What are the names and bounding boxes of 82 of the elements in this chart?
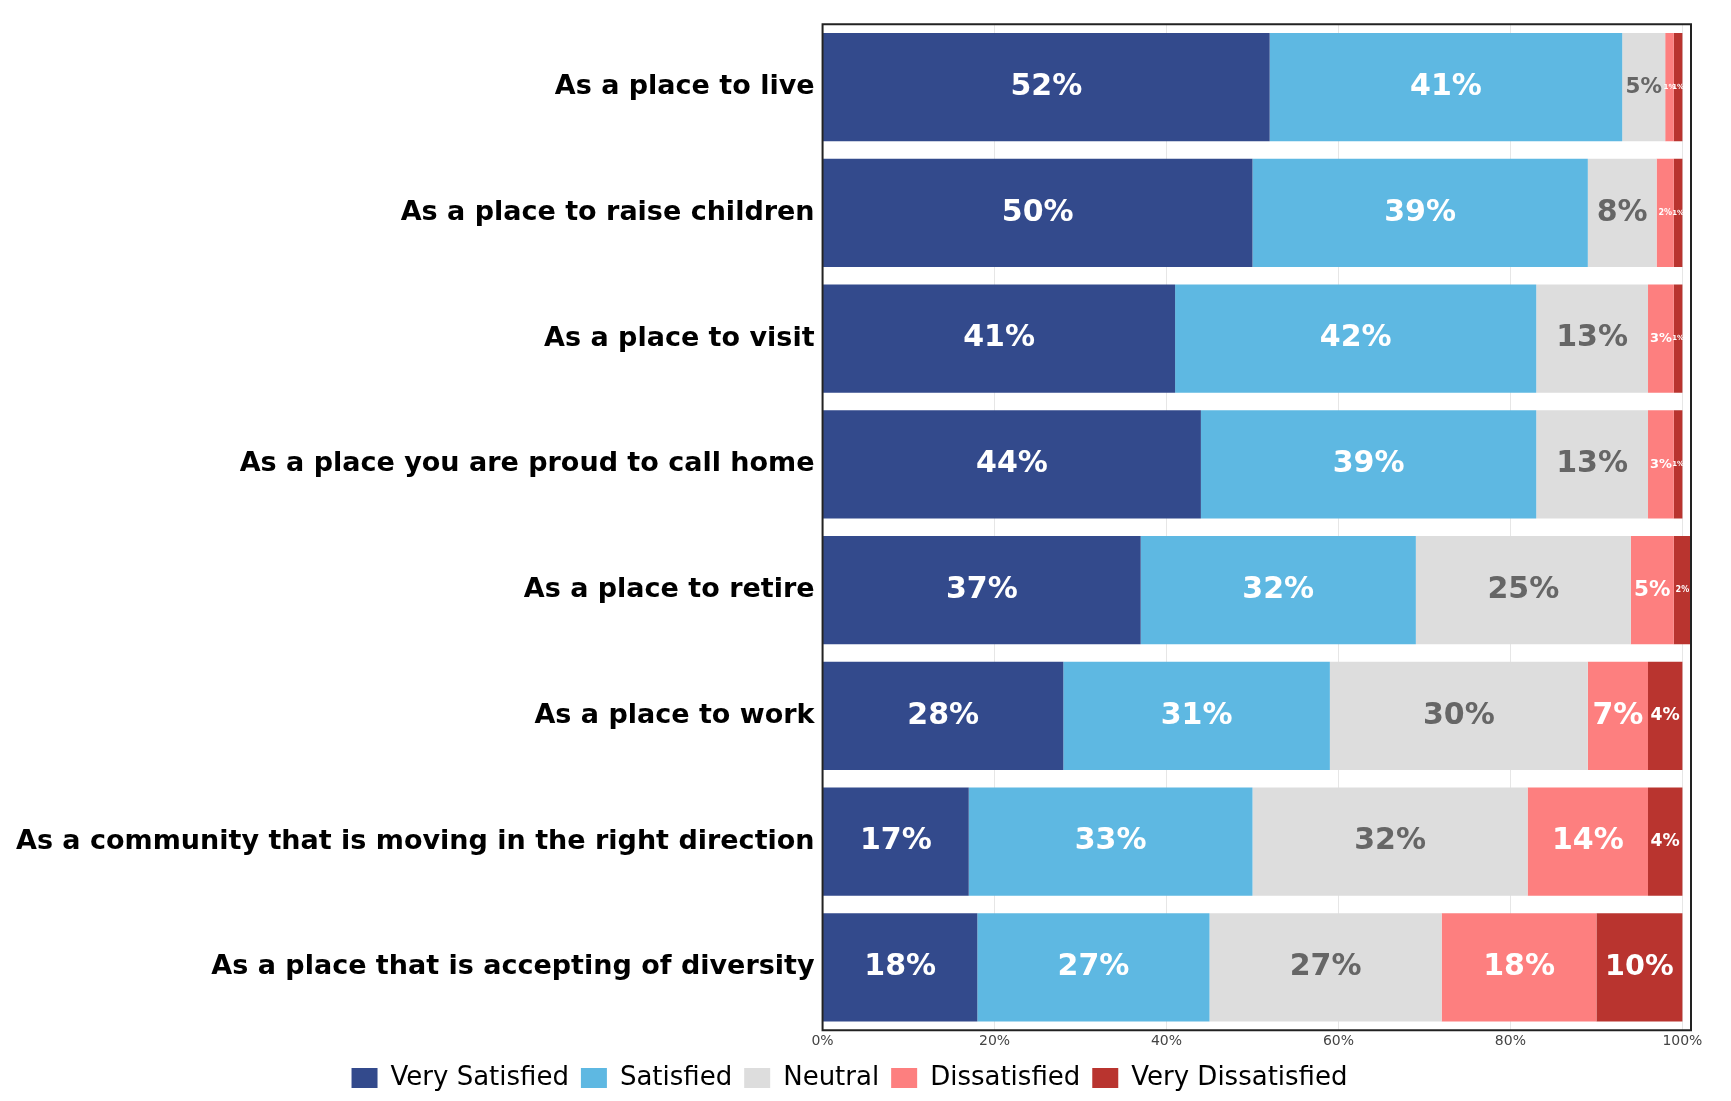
data-label: 10%	[1605, 947, 1674, 982]
bar	[823, 661, 1064, 770]
data-label: 41%	[963, 318, 1035, 354]
data-label: 4%	[1650, 830, 1680, 851]
bar	[823, 33, 1270, 142]
bar	[823, 410, 1201, 519]
data-label: 13%	[1556, 444, 1629, 480]
data-label: 8%	[1596, 192, 1648, 228]
bar	[1630, 536, 1674, 645]
bar	[1587, 158, 1657, 267]
bar	[823, 913, 978, 1022]
bar	[1269, 33, 1623, 142]
bar	[1536, 410, 1649, 519]
bar	[823, 787, 969, 896]
data-label: 39%	[1332, 444, 1405, 480]
data-label: 5%	[1625, 72, 1662, 98]
bar	[1200, 410, 1537, 519]
bar	[1252, 158, 1588, 267]
bar	[1665, 33, 1674, 142]
data-label: 3%	[1649, 329, 1672, 345]
x-tick-label: 40%	[1150, 1032, 1183, 1049]
data-label: 50%	[1001, 192, 1074, 228]
x-tick-label: 60%	[1322, 1032, 1355, 1049]
bar	[823, 536, 1141, 645]
y-tick-label: As a place to visit	[544, 320, 815, 352]
data-label: 28%	[907, 695, 980, 731]
data-label: 13%	[1556, 318, 1629, 354]
x-tick-label: 100%	[1662, 1032, 1703, 1049]
legend-label: Dissatisfied	[930, 1060, 1081, 1091]
data-label: 32%	[1354, 821, 1426, 857]
bar	[1622, 33, 1666, 142]
y-tick-label: As a community that is moving in the right direction	[15, 823, 815, 855]
data-label: 5%	[1634, 575, 1671, 601]
data-label: 14%	[1551, 821, 1624, 857]
data-label: 32%	[1242, 569, 1315, 605]
bar	[823, 158, 1253, 267]
bar	[1587, 661, 1649, 770]
bar	[1063, 661, 1330, 770]
y-tick-label: As a place you are proud to call home	[239, 446, 815, 478]
x-tick-label: 80%	[1494, 1032, 1526, 1049]
data-label: 27%	[1057, 947, 1130, 983]
bar	[968, 787, 1253, 896]
y-tick-label: As a place that is accepting of diversity	[211, 949, 815, 981]
data-label: 4%	[1650, 704, 1680, 725]
bar	[1596, 913, 1683, 1022]
y-tick-label: As a place to live	[554, 69, 815, 101]
data-label: 18%	[1483, 947, 1555, 983]
data-label: 42%	[1319, 318, 1392, 354]
y-tick-label: As a place to retire	[523, 572, 815, 604]
legend-label: Very Satisfied	[390, 1060, 569, 1091]
bar	[1140, 536, 1416, 645]
bar	[1441, 913, 1597, 1022]
legend-label: Very Dissatisfied	[1131, 1060, 1348, 1091]
bar	[1648, 787, 1683, 896]
y-tick-label: As a place to raise children	[400, 194, 815, 226]
data-label: 44%	[976, 444, 1048, 480]
legend-label: Satisfied	[619, 1060, 733, 1091]
data-label: 25%	[1487, 569, 1560, 605]
legend-label: Neutral	[783, 1060, 880, 1091]
data-label: 52%	[1010, 66, 1083, 102]
bar	[823, 284, 1176, 393]
x-tick-label: 20%	[978, 1032, 1011, 1049]
data-label: 18%	[864, 947, 937, 983]
x-tick-label: 0%	[811, 1032, 834, 1049]
data-label: 41%	[1410, 66, 1482, 102]
data-label: 39%	[1384, 192, 1457, 228]
bar	[1527, 787, 1649, 896]
data-label: 2%	[1675, 585, 1690, 595]
bar	[1175, 284, 1537, 393]
y-tick-label: As a place to work	[534, 697, 816, 729]
data-label: 30%	[1422, 695, 1495, 731]
data-label: 2%	[1658, 207, 1672, 217]
bar	[1648, 661, 1683, 770]
bar	[1536, 284, 1649, 393]
data-label: 7%	[1592, 695, 1644, 731]
data-label: 31%	[1160, 695, 1233, 731]
bar	[977, 913, 1210, 1022]
data-label: 17%	[860, 821, 932, 857]
data-label: 3%	[1649, 455, 1672, 471]
data-label: 27%	[1289, 947, 1362, 983]
data-label: 33%	[1074, 821, 1147, 857]
data-label: 37%	[945, 569, 1018, 605]
